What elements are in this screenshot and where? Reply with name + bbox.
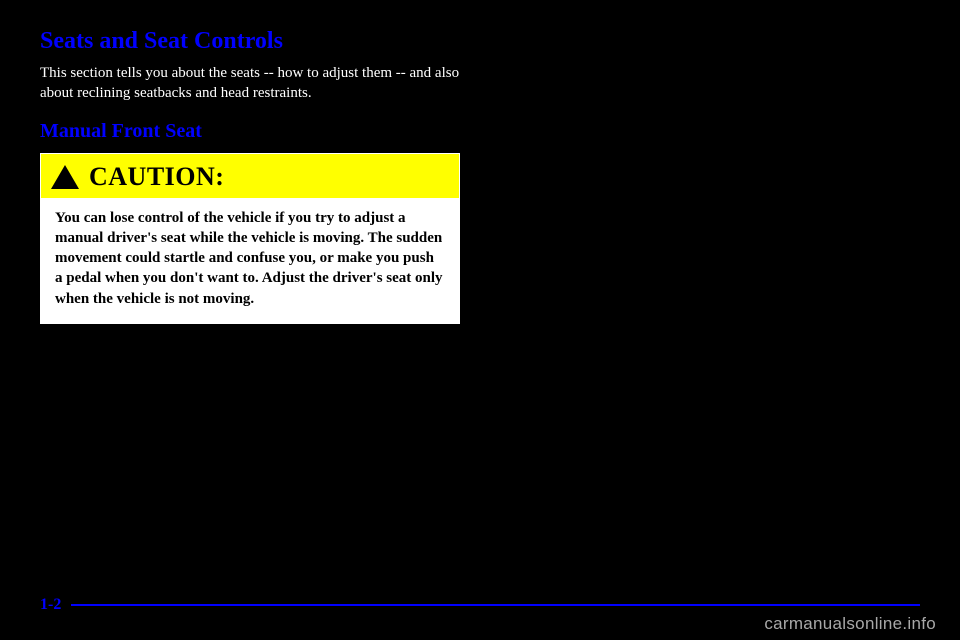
subsection-heading: Manual Front Seat bbox=[40, 120, 920, 143]
section-heading: Seats and Seat Controls bbox=[40, 28, 920, 55]
warning-triangle-icon bbox=[51, 165, 79, 189]
caution-box: CAUTION: You can lose control of the veh… bbox=[40, 153, 460, 324]
footer-rule bbox=[71, 604, 920, 606]
caution-body-text: You can lose control of the vehicle if y… bbox=[41, 198, 459, 323]
caution-header: CAUTION: bbox=[41, 154, 459, 198]
manual-page: Seats and Seat Controls This section tel… bbox=[0, 0, 960, 640]
intro-paragraph: This section tells you about the seats -… bbox=[40, 63, 460, 104]
caution-label: CAUTION: bbox=[89, 162, 224, 192]
page-number: 1-2 bbox=[40, 596, 61, 614]
watermark-text: carmanualsonline.info bbox=[764, 614, 936, 634]
page-footer: 1-2 bbox=[40, 596, 920, 614]
